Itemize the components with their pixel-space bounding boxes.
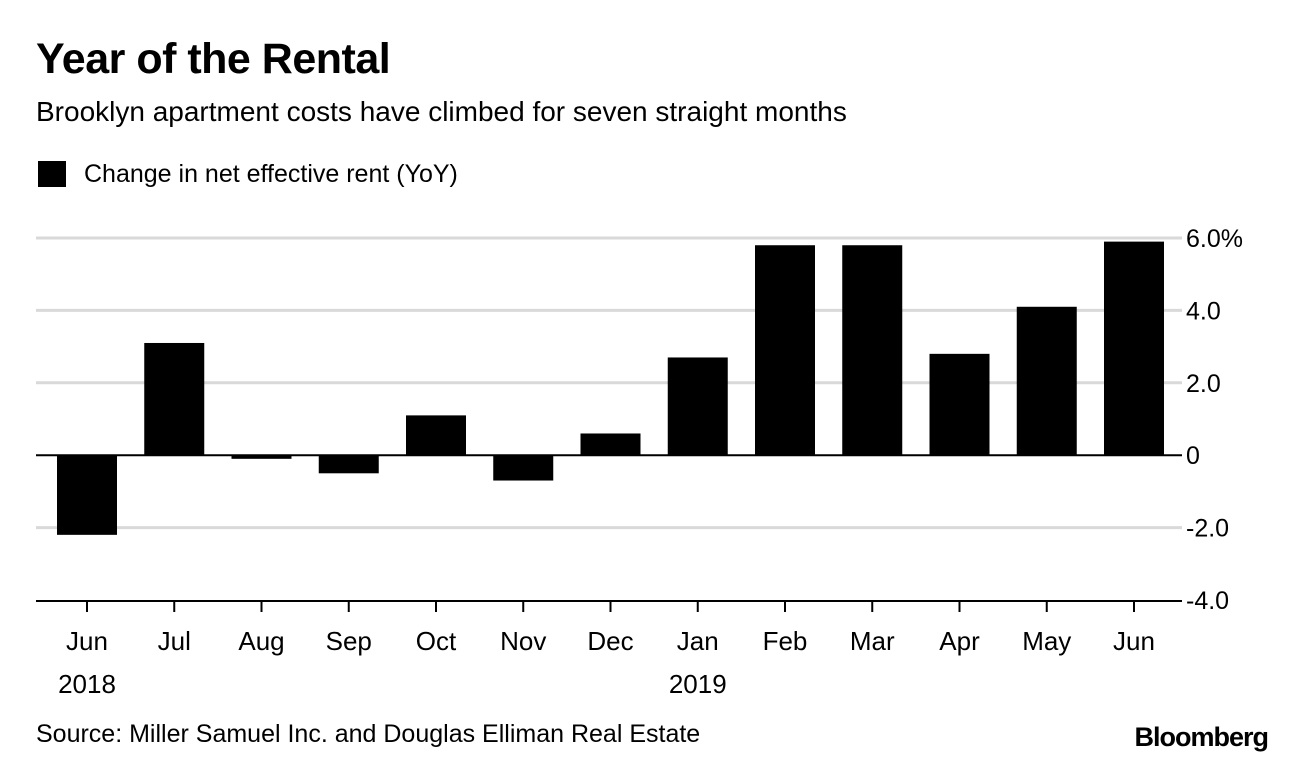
bar <box>755 245 815 456</box>
x-tick-label: Mar <box>850 626 895 656</box>
x-tick-label: May <box>1022 626 1071 656</box>
legend-swatch <box>38 161 66 187</box>
source-note: Source: Miller Samuel Inc. and Douglas E… <box>36 720 701 748</box>
x-tick-label: Oct <box>416 626 457 656</box>
x-tick-label: Jan <box>677 626 719 656</box>
x-tick-label: Sep <box>326 626 372 656</box>
bar <box>1016 306 1077 456</box>
bar <box>231 455 292 459</box>
bar <box>57 455 117 535</box>
bar <box>667 357 728 456</box>
bar <box>493 455 554 481</box>
bloomberg-logo: Bloomberg <box>1134 722 1269 752</box>
x-tick-label: Apr <box>939 626 980 656</box>
x-tick-label: Nov <box>500 626 546 656</box>
y-tick-label: -4.0 <box>1186 587 1229 615</box>
x-tick-label: Jun <box>1113 626 1155 656</box>
x-tick-label: Dec <box>587 626 633 656</box>
bar <box>1104 241 1164 456</box>
y-tick-label: 6.0% <box>1186 225 1243 253</box>
legend-label: Change in net effective rent (YoY) <box>84 159 458 188</box>
x-tick-label: Jul <box>158 626 191 656</box>
y-tick-label: 0 <box>1186 442 1200 470</box>
bar <box>842 245 903 456</box>
legend: Change in net effective rent (YoY) <box>38 160 458 188</box>
x-year-label: 2019 <box>669 669 727 699</box>
y-tick-label: 2.0 <box>1186 370 1221 398</box>
y-tick-label: -2.0 <box>1186 515 1229 543</box>
x-tick-label: Feb <box>763 626 808 656</box>
bar <box>318 455 379 474</box>
x-tick-label: Jun <box>66 626 108 656</box>
y-tick-label: 4.0 <box>1186 297 1221 325</box>
x-tick-label: Aug <box>238 626 284 656</box>
chart-subtitle: Brooklyn apartment costs have climbed fo… <box>36 96 847 127</box>
bar <box>580 433 641 456</box>
bar <box>929 353 990 456</box>
bar <box>144 342 205 456</box>
x-year-label: 2018 <box>58 669 116 699</box>
bar <box>406 415 466 456</box>
chart-title: Year of the Rental <box>36 35 391 83</box>
